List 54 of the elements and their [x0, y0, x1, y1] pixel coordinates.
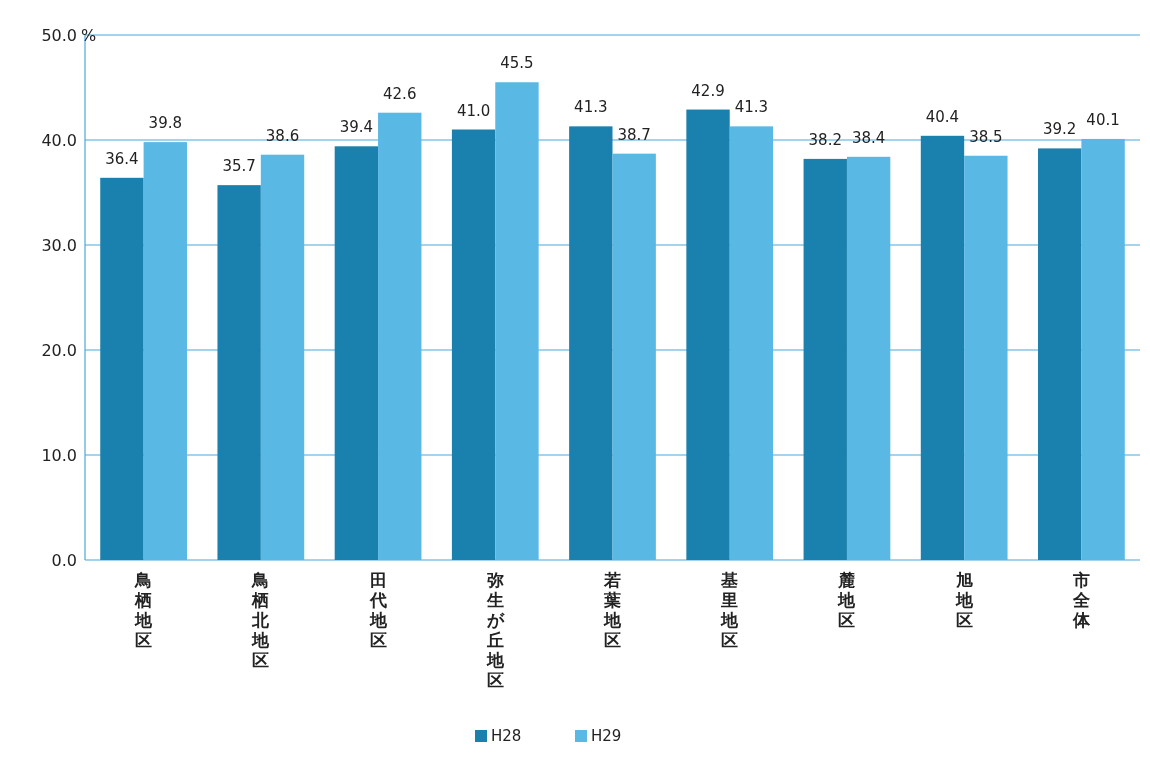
data-label: 38.5 [969, 127, 1003, 146]
bar [846, 156, 891, 560]
data-label: 41.0 [456, 101, 491, 120]
bar [378, 112, 422, 560]
bar [334, 146, 379, 560]
data-label: 42.6 [383, 84, 417, 103]
data-label: 41.3 [574, 98, 608, 117]
bar [686, 109, 730, 560]
x-tick-label: 鳥栖北地区 [251, 570, 271, 670]
data-label: 38.7 [617, 125, 651, 144]
bar [920, 135, 965, 560]
y-tick-label: 10.0 [41, 446, 77, 465]
x-tick-label: 弥生が丘地区 [485, 570, 505, 690]
x-tick-label: 若葉地区 [603, 570, 622, 650]
data-label: 45.5 [500, 54, 534, 73]
data-label: 39.4 [339, 118, 374, 137]
bar [612, 153, 656, 560]
x-tick-label: 市全体 [1071, 570, 1091, 630]
bar [729, 126, 774, 560]
data-label: 40.1 [1086, 110, 1120, 129]
bar [569, 126, 613, 560]
y-tick-label: 30.0 [41, 236, 77, 255]
y-tick-label: 20.0 [41, 341, 77, 360]
y-axis-title: % [81, 26, 97, 45]
bar [964, 155, 1008, 560]
data-label: 40.4 [925, 107, 960, 126]
x-tick-label: 鳥栖地区 [134, 570, 154, 650]
x-tick-label: 麓地区 [837, 570, 857, 630]
y-tick-label: 40.0 [41, 131, 77, 150]
data-label: 38.2 [808, 130, 842, 149]
data-label: 36.4 [105, 149, 139, 168]
data-label: 39.8 [148, 114, 182, 133]
y-tick-label: 0.0 [51, 551, 77, 570]
legend-label: H28 [491, 727, 522, 745]
bar [803, 158, 847, 560]
bar [100, 177, 144, 560]
data-label: 38.4 [851, 128, 886, 147]
bar [1081, 138, 1125, 560]
data-label: 42.9 [691, 81, 725, 100]
bar [217, 185, 261, 560]
x-tick-label: 旭地区 [954, 570, 974, 630]
data-label: 35.7 [222, 157, 256, 176]
data-label: 39.2 [1043, 120, 1077, 139]
bar [260, 154, 305, 560]
x-tick-label: 基里地区 [720, 570, 740, 650]
bar [451, 129, 496, 560]
data-label: 41.3 [734, 98, 769, 117]
bar [143, 142, 187, 560]
bar [1038, 148, 1082, 560]
data-label: 38.6 [265, 126, 300, 145]
x-tick-label: 田代地区 [368, 570, 388, 650]
bar [495, 82, 539, 560]
y-tick-label: 50.0 [41, 26, 77, 45]
legend-label: H29 [591, 727, 622, 745]
